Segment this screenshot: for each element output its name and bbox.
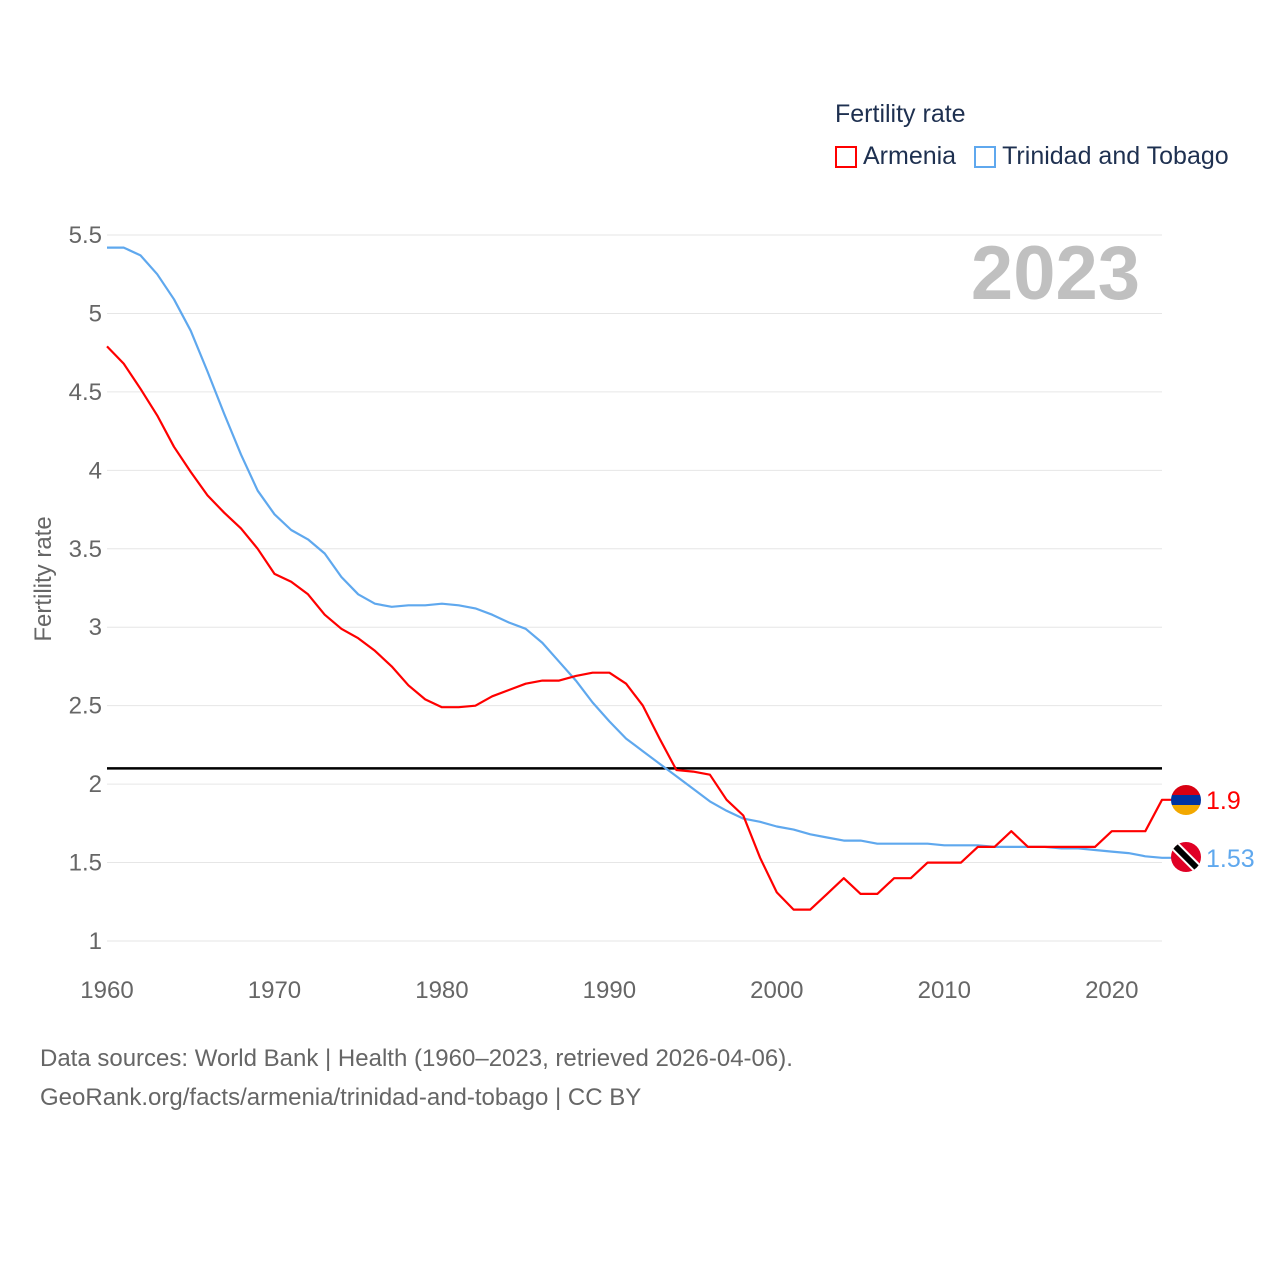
footer-sources: Data sources: World Bank | Health (1960–… <box>40 1045 793 1072</box>
legend-swatch-armenia <box>835 145 857 168</box>
legend-label: Trinidad and Tobago <box>1002 142 1229 170</box>
end-value-label: 1.9 <box>1206 787 1241 815</box>
trinidad-flag-icon <box>1171 842 1201 872</box>
legend-swatch-trinidad <box>974 145 997 168</box>
series-line-armenia <box>106 345 1172 911</box>
legend-title: Fertility rate <box>835 100 966 128</box>
year-label: 2023 <box>971 231 1140 316</box>
legend-label: Armenia <box>863 142 957 170</box>
y-tick-label: 4.5 <box>69 379 102 406</box>
y-axis-label: Fertility rate <box>30 516 57 641</box>
x-tick-label: 2000 <box>750 977 803 1004</box>
y-tick-label: 1 <box>89 928 102 955</box>
x-tick-label: 2010 <box>918 977 971 1004</box>
y-tick-label: 2.5 <box>69 693 102 720</box>
footer-link[interactable]: GeoRank.org/facts/armenia/trinidad-and-t… <box>40 1084 642 1111</box>
y-tick-label: 5.5 <box>69 222 102 249</box>
x-tick-label: 1980 <box>415 977 468 1004</box>
legend: Armenia Trinidad and Tobago <box>835 142 1247 171</box>
y-tick-label: 2 <box>89 771 102 798</box>
x-tick-label: 2020 <box>1085 977 1138 1004</box>
x-tick-label: 1970 <box>248 977 301 1004</box>
legend-item-trinidad-and-tobago[interactable]: Trinidad and Tobago <box>974 142 1229 171</box>
y-tick-label: 3.5 <box>69 536 102 563</box>
armenia-flag-icon <box>1171 785 1201 815</box>
x-tick-label: 1960 <box>80 977 133 1004</box>
y-tick-label: 3 <box>89 614 102 641</box>
y-tick-label: 5 <box>89 300 102 327</box>
legend-item-armenia[interactable]: Armenia <box>835 142 956 171</box>
series-line-trinidad-and-tobago <box>107 246 1172 859</box>
x-tick-label: 1990 <box>583 977 636 1004</box>
end-value-label: 1.53 <box>1206 845 1255 873</box>
y-tick-label: 4 <box>89 457 102 484</box>
y-tick-label: 1.5 <box>69 850 102 877</box>
